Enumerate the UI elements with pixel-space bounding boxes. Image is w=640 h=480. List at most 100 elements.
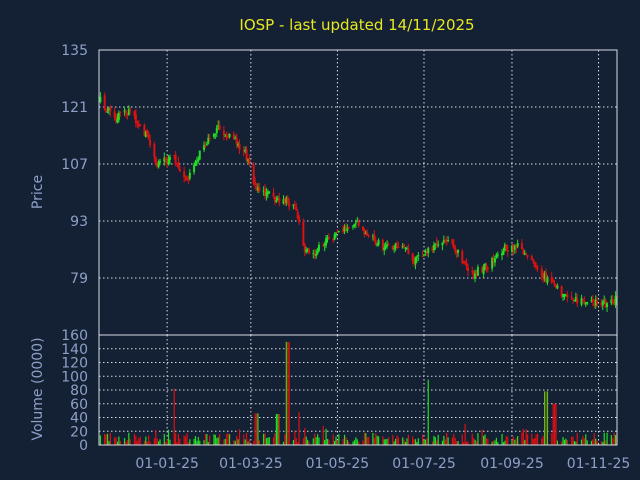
- candle-body: [407, 248, 410, 255]
- candle-body: [136, 121, 139, 124]
- price-tick-label: 135: [61, 43, 88, 59]
- candle-body: [441, 242, 444, 246]
- candle-body: [224, 135, 227, 137]
- candle-body: [356, 220, 359, 222]
- candle-body: [234, 137, 237, 139]
- volume-bars: [99, 341, 618, 445]
- date-tick-label: 01-01-25: [135, 456, 199, 472]
- candle-body: [535, 266, 538, 268]
- candle-body: [283, 198, 286, 203]
- candle-body: [193, 164, 196, 173]
- candle-body: [174, 154, 177, 165]
- candle-body: [384, 245, 387, 249]
- candle-body: [611, 299, 614, 303]
- candle-body: [183, 171, 186, 178]
- candle-body: [361, 226, 364, 231]
- candle-body: [493, 258, 496, 263]
- candle-body: [432, 245, 435, 251]
- candle-body: [502, 251, 505, 255]
- candle-body: [492, 259, 495, 261]
- candle-body: [374, 240, 377, 245]
- candle-body: [258, 187, 261, 192]
- candle-body: [505, 244, 508, 249]
- candle-body: [207, 137, 210, 144]
- candle-body: [153, 144, 156, 157]
- candle-body: [472, 271, 475, 279]
- candle-body: [344, 226, 347, 230]
- candle-body: [523, 252, 526, 255]
- candle-body: [106, 111, 109, 113]
- candle-body: [268, 191, 271, 193]
- candle-body: [235, 137, 238, 145]
- candle-body: [393, 248, 396, 250]
- candle-body: [383, 247, 386, 251]
- candle-body: [195, 160, 198, 162]
- candle-body: [272, 192, 275, 197]
- candle-body: [315, 253, 318, 257]
- candle-body: [188, 172, 191, 179]
- candle-body: [397, 247, 400, 249]
- candle-body: [293, 204, 296, 207]
- candle-body: [154, 157, 157, 163]
- candle-body: [248, 158, 251, 164]
- candle-body: [474, 273, 477, 279]
- candle-body: [99, 96, 102, 103]
- candle-body: [353, 223, 356, 226]
- candle-body: [486, 267, 489, 269]
- candle-body: [265, 192, 268, 196]
- candle-body: [215, 127, 218, 134]
- candle-body: [164, 157, 167, 160]
- candle-body: [510, 245, 513, 252]
- candle-body: [377, 240, 380, 245]
- candle-body: [275, 200, 278, 203]
- date-tick-label: 01-11-25: [567, 456, 631, 472]
- candle-body: [295, 206, 298, 211]
- candle-body: [606, 303, 609, 307]
- candle-body: [404, 247, 407, 249]
- candle-body: [455, 251, 458, 254]
- candle-body: [247, 160, 250, 162]
- candle-body: [515, 246, 518, 248]
- candle-body: [204, 146, 207, 148]
- candle-body: [560, 286, 563, 297]
- candle-body: [471, 270, 474, 272]
- candle-body: [481, 267, 484, 273]
- candle-body: [601, 301, 604, 306]
- candle-body: [285, 197, 288, 204]
- candle-body: [503, 244, 506, 251]
- candle-body: [386, 244, 389, 247]
- candle-body: [457, 249, 460, 253]
- candle-body: [147, 133, 150, 139]
- candle-body: [422, 254, 425, 256]
- candle-body: [177, 162, 180, 168]
- candle-body: [461, 251, 464, 263]
- volume-tick-label: 0: [79, 438, 88, 454]
- candle-body: [332, 239, 335, 241]
- candle-body: [574, 297, 577, 302]
- candle-body: [139, 124, 142, 126]
- candle-body: [566, 294, 569, 298]
- candle-body: [325, 238, 328, 245]
- candle-body: [530, 256, 533, 260]
- candle-body: [427, 247, 430, 254]
- candle-body: [143, 124, 146, 136]
- candle-body: [357, 221, 360, 226]
- candle-body: [476, 267, 479, 276]
- candle-body: [572, 298, 575, 300]
- candle-body: [218, 125, 221, 130]
- candle-body: [586, 302, 589, 304]
- volume-tick-label: 160: [61, 328, 88, 344]
- candle-body: [167, 158, 170, 165]
- candle-body: [451, 239, 454, 244]
- candle-body: [116, 118, 119, 123]
- candle-body: [157, 162, 160, 168]
- chart-title: IOSP - last updated 14/11/2025: [239, 16, 474, 34]
- candle-body: [576, 298, 579, 304]
- candle-body: [276, 198, 279, 201]
- candle-body: [414, 257, 417, 265]
- volume-tick-label: 60: [70, 397, 88, 413]
- candle-body: [495, 254, 498, 258]
- candle-body: [238, 143, 241, 151]
- candle-body: [434, 243, 437, 246]
- candle-body: [342, 229, 345, 232]
